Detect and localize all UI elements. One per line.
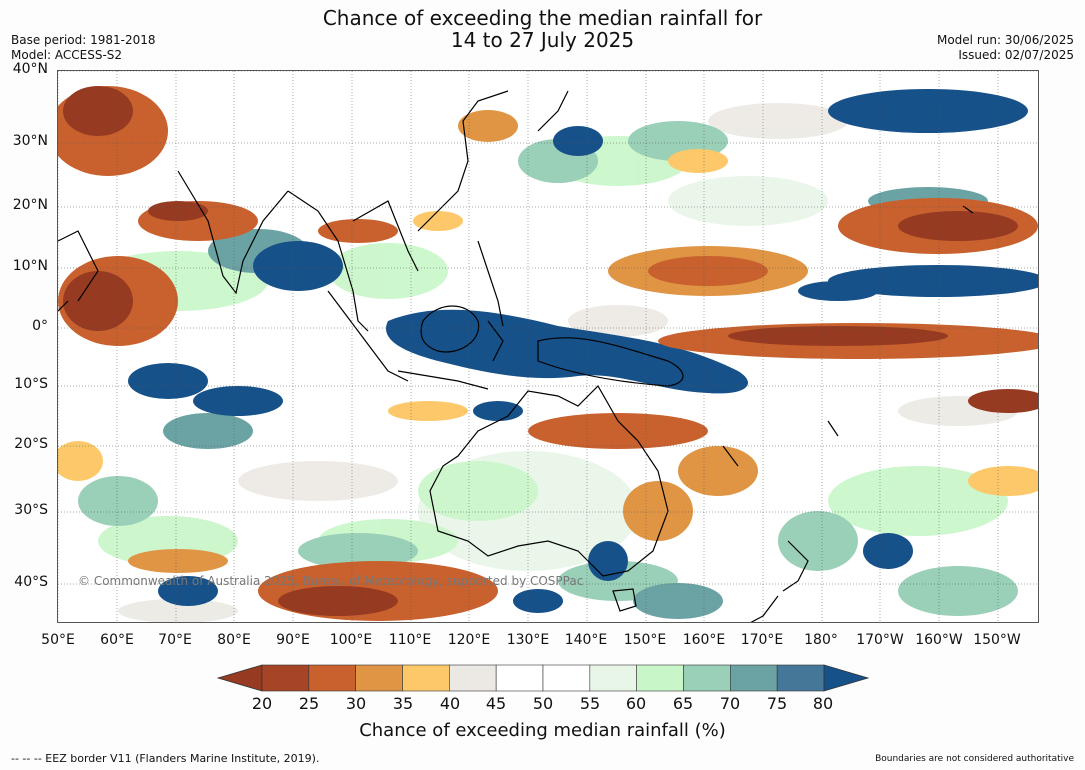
lat-label-20s: 20°S xyxy=(14,436,48,452)
lon-label-100e: 100°E xyxy=(329,632,373,648)
colorbar-tick-35: 35 xyxy=(392,694,414,713)
lon-label-160w: 160°W xyxy=(915,632,963,648)
map-graticule xyxy=(58,71,1038,622)
colorbar-bin xyxy=(683,664,731,692)
lat-label-10n: 10°N xyxy=(12,258,48,274)
rainfall-probability-map xyxy=(57,70,1039,623)
lat-label-30s: 30°S xyxy=(14,502,48,518)
model-run-label: Model run: 30/06/2025 xyxy=(936,33,1074,47)
lon-label-120e: 120°E xyxy=(447,632,491,648)
colorbar-high-extension xyxy=(823,664,870,692)
lon-label-130e: 130°E xyxy=(506,632,550,648)
colorbar-title: Chance of exceeding median rainfall (%) xyxy=(359,720,726,741)
colorbar-bin xyxy=(730,664,778,692)
colorbar-bin xyxy=(402,664,450,692)
colorbar-bin xyxy=(542,664,591,692)
lon-label-140e: 140°E xyxy=(564,632,608,648)
lon-label-170w: 170°W xyxy=(856,632,904,648)
colorbar-tick-40: 40 xyxy=(439,694,461,713)
colorbar-tick-30: 30 xyxy=(345,694,367,713)
map-title-line1: Chance of exceeding the median rainfall … xyxy=(322,6,763,30)
dry-regions xyxy=(58,86,1038,621)
boundary-disclaimer: Boundaries are not considered authoritat… xyxy=(875,754,1074,764)
colorbar-bin xyxy=(495,664,544,692)
lat-label-30n: 30°N xyxy=(12,133,48,149)
very-wet-regions xyxy=(128,89,1038,613)
copyright-notice: © Commonwealth of Australia 2025, Bureau… xyxy=(78,574,584,588)
colorbar-tick-25: 25 xyxy=(298,694,320,713)
colorbar-bin xyxy=(449,664,497,692)
colorbar-bin xyxy=(636,664,684,692)
colorbar-tick-55: 55 xyxy=(579,694,601,713)
lon-label-150e: 150°E xyxy=(623,632,667,648)
lat-label-0: 0° xyxy=(32,318,48,334)
model-label: Model: ACCESS-S2 xyxy=(11,48,123,62)
lon-label-180: 180° xyxy=(804,632,838,648)
colorbar-tick-75: 75 xyxy=(766,694,788,713)
colorbar-tick-80: 80 xyxy=(812,694,834,713)
colorbar-tick-50: 50 xyxy=(532,694,554,713)
issued-label: Issued: 02/07/2025 xyxy=(958,48,1074,62)
colorbar-low-extension xyxy=(216,664,263,692)
colorbar xyxy=(216,664,870,692)
map-title-line2: 14 to 27 July 2025 xyxy=(450,28,635,52)
colorbar-tick-65: 65 xyxy=(672,694,694,713)
coastlines xyxy=(58,90,974,622)
lon-label-170e: 170°E xyxy=(740,632,784,648)
lat-label-10s: 10°S xyxy=(14,376,48,392)
base-period-label: Base period: 1981-2018 xyxy=(11,33,156,47)
lat-label-20n: 20°N xyxy=(12,197,48,213)
lat-label-40s: 40°S xyxy=(14,574,48,590)
lon-label-50e: 50°E xyxy=(41,632,75,648)
colorbar-bin xyxy=(589,664,637,692)
colorbar-bin xyxy=(308,664,356,692)
colorbar-tick-60: 60 xyxy=(625,694,647,713)
lat-label-40n: 40°N xyxy=(12,61,48,77)
colorbar-bin xyxy=(355,664,403,692)
lon-label-60e: 60°E xyxy=(100,632,134,648)
lon-label-110e: 110°E xyxy=(388,632,432,648)
colorbar-bins xyxy=(261,664,825,692)
colorbar-tick-45: 45 xyxy=(485,694,507,713)
lon-label-90e: 90°E xyxy=(276,632,310,648)
lon-label-70e: 70°E xyxy=(158,632,192,648)
eez-border-note: -- -- -- EEZ border V11 (Flanders Marine… xyxy=(11,752,320,765)
colorbar-bin xyxy=(261,664,310,692)
map-canvas xyxy=(58,71,1038,622)
colorbar-bin xyxy=(776,664,825,692)
colorbar-tick-20: 20 xyxy=(251,694,273,713)
lon-label-80e: 80°E xyxy=(217,632,251,648)
lon-label-150w: 150°W xyxy=(973,632,1021,648)
lon-label-160e: 160°E xyxy=(682,632,726,648)
colorbar-tick-70: 70 xyxy=(719,694,741,713)
